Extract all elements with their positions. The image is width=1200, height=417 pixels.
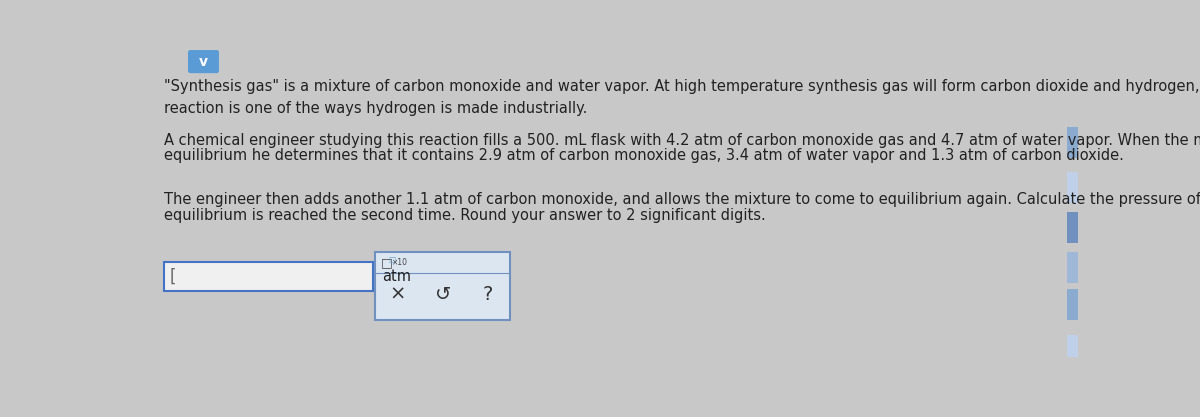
Bar (374, 252, 510, 319)
Text: A chemical engineer studying this reaction fills a 500. mL flask with 4.2 atm of: A chemical engineer studying this reacti… (164, 133, 1200, 148)
Bar (1067, 127, 1078, 158)
Text: ×: × (390, 285, 406, 304)
Bar (1067, 252, 1078, 283)
Text: The engineer then adds another 1.1 atm of carbon monoxide, and allows the mixtur: The engineer then adds another 1.1 atm o… (164, 193, 1200, 208)
Bar (164, 262, 373, 291)
Text: □: □ (380, 256, 392, 269)
Text: equilibrium he determines that it contains 2.9 atm of carbon monoxide gas, 3.4 a: equilibrium he determines that it contai… (164, 148, 1124, 163)
Text: equilibrium is reached the second time. Round your answer to 2 significant digit: equilibrium is reached the second time. … (164, 208, 766, 223)
Text: "Synthesis gas" is a mixture of carbon monoxide and water vapor. At high tempera: "Synthesis gas" is a mixture of carbon m… (164, 79, 1200, 116)
Bar (1067, 335, 1078, 357)
Text: [: [ (169, 267, 176, 285)
Bar (1067, 289, 1078, 319)
Bar (1067, 212, 1078, 243)
Text: ×10: ×10 (391, 258, 408, 267)
Text: atm: atm (383, 269, 412, 284)
Text: ?: ? (482, 285, 493, 304)
FancyBboxPatch shape (188, 50, 218, 73)
Bar (1067, 172, 1078, 203)
Text: □: □ (389, 255, 396, 264)
Text: ↺: ↺ (434, 285, 451, 304)
Text: v: v (199, 55, 208, 68)
